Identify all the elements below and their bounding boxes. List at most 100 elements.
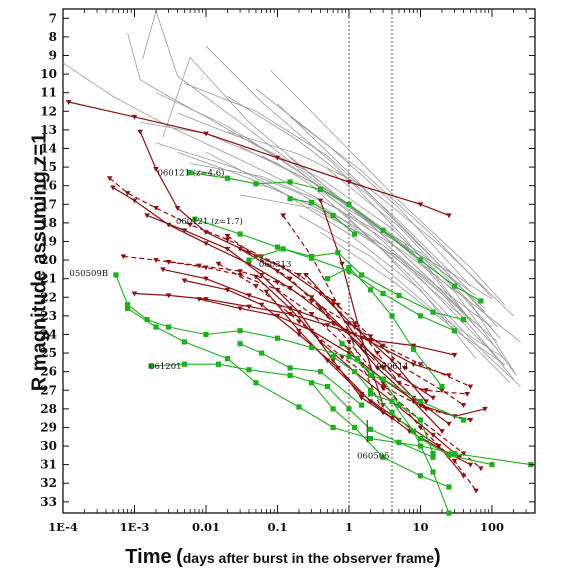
data-point	[478, 466, 484, 472]
data-point	[131, 291, 138, 297]
x-axis-label: Time (days after burst in the observer f…	[0, 546, 566, 569]
data-point	[389, 409, 395, 416]
data-point	[346, 268, 352, 274]
data-point	[237, 269, 243, 275]
data-point	[274, 287, 281, 293]
data-point	[224, 287, 231, 293]
grb-label: 060614	[376, 362, 408, 372]
lightcurve-line	[184, 83, 471, 292]
y-tick-label: 29	[40, 420, 57, 434]
data-point	[280, 265, 286, 271]
data-point	[280, 246, 286, 252]
data-point	[287, 276, 293, 282]
lightcurve-line	[311, 185, 511, 384]
data-point	[196, 297, 202, 302]
data-point	[187, 170, 193, 176]
data-point	[467, 384, 474, 390]
y-tick-label: 33	[40, 495, 57, 509]
data-point	[367, 391, 374, 397]
data-point	[367, 372, 374, 378]
data-point	[274, 335, 281, 341]
data-point	[203, 297, 209, 302]
data-point	[358, 272, 365, 278]
grb-label: 061201	[149, 362, 181, 372]
data-point	[181, 339, 188, 345]
data-point	[417, 313, 424, 319]
data-point	[263, 289, 270, 295]
lightcurve-line	[270, 70, 505, 305]
data-point	[460, 473, 467, 479]
data-point	[165, 259, 172, 265]
y-tick-label: 26	[40, 365, 57, 379]
data-point	[246, 293, 252, 299]
data-point	[181, 278, 188, 284]
data-point	[324, 358, 331, 364]
data-point	[417, 362, 424, 368]
data-point	[460, 316, 467, 323]
data-point	[303, 272, 309, 278]
data-point	[296, 328, 302, 334]
data-point	[330, 212, 336, 219]
x-tick-label: 0.1	[267, 520, 287, 534]
y-tick-label: 25	[40, 346, 57, 360]
data-point	[367, 287, 374, 293]
x-tick-label: 1E-3	[120, 520, 150, 534]
data-point	[430, 309, 436, 315]
data-point	[274, 155, 281, 161]
data-point	[451, 328, 458, 334]
data-point	[346, 264, 352, 271]
grb-label: 060313	[259, 260, 291, 270]
data-point	[317, 339, 324, 345]
lightcurve-line	[311, 382, 450, 488]
x-tick-label: 1	[345, 520, 353, 534]
data-point	[237, 272, 243, 278]
lightcurve-line	[289, 116, 493, 298]
data-point	[446, 452, 452, 458]
data-point	[124, 302, 131, 308]
data-point	[324, 383, 331, 390]
data-point	[489, 462, 495, 468]
data-point	[124, 305, 131, 312]
lightcurve-line	[205, 151, 477, 359]
data-point	[253, 380, 259, 386]
grb-annotations: 060121 (z=4.6) 060121 (z=1.7) 060313 050509…	[69, 168, 408, 462]
data-point	[446, 484, 452, 490]
data-point	[106, 176, 113, 182]
x-axis-paren-close: )	[434, 546, 441, 568]
data-point	[439, 388, 445, 394]
data-point	[451, 458, 458, 464]
y-tick-label: 10	[40, 67, 57, 81]
data-point	[237, 306, 243, 312]
data-point	[467, 418, 474, 423]
data-point	[396, 439, 402, 445]
data-point	[417, 436, 424, 442]
data-point	[417, 398, 424, 405]
y-tick-label: 13	[40, 123, 57, 137]
data-point	[330, 358, 336, 364]
data-point	[346, 406, 352, 412]
data-point	[446, 421, 452, 427]
y-tick-label: 27	[40, 383, 57, 397]
data-point	[410, 362, 417, 368]
data-point	[203, 331, 209, 338]
data-point	[308, 295, 315, 301]
data-point	[417, 202, 424, 208]
data-point	[335, 250, 341, 256]
data-point	[258, 302, 265, 308]
data-point	[374, 351, 381, 356]
y-tick-label: 21	[40, 272, 57, 286]
data-point	[280, 213, 286, 219]
data-point	[478, 298, 484, 304]
y-tick-label: 20	[40, 253, 57, 267]
data-point	[451, 450, 458, 457]
data-point	[203, 241, 209, 247]
data-point	[274, 269, 281, 275]
data-point	[423, 406, 429, 412]
data-point	[203, 230, 209, 235]
data-point	[317, 369, 324, 375]
data-point	[446, 213, 452, 219]
data-point	[351, 321, 358, 327]
data-point	[339, 261, 345, 267]
data-point	[339, 341, 345, 347]
data-point	[367, 387, 374, 393]
